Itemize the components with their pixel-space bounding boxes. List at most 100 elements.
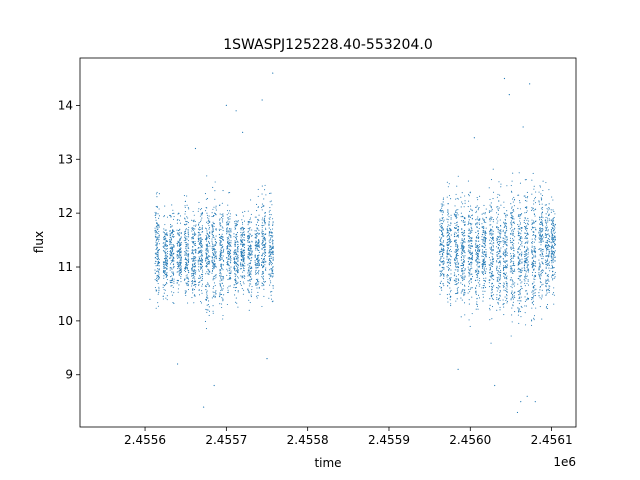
- data-point: [247, 228, 249, 230]
- data-point: [476, 237, 478, 239]
- data-point: [439, 263, 441, 265]
- data-point: [539, 254, 541, 256]
- data-point: [443, 285, 445, 287]
- data-point: [468, 288, 470, 291]
- data-point: [478, 207, 480, 209]
- data-point: [261, 232, 263, 235]
- data-point: [254, 273, 256, 275]
- data-point: [519, 288, 522, 291]
- data-point: [227, 291, 229, 294]
- data-point: [172, 244, 174, 246]
- data-point: [479, 280, 481, 282]
- data-point: [265, 227, 267, 229]
- data-point: [236, 269, 238, 271]
- data-point: [455, 214, 457, 216]
- data-point: [469, 274, 471, 276]
- data-point: [221, 238, 224, 241]
- data-point: [512, 233, 514, 235]
- data-point: [469, 240, 472, 242]
- data-point: [228, 222, 230, 224]
- data-point: [519, 294, 521, 296]
- data-point: [492, 261, 494, 263]
- data-point: [468, 271, 470, 274]
- data-point: [504, 222, 506, 224]
- data-point: [257, 273, 259, 275]
- data-point: [512, 257, 514, 259]
- data-point: [178, 268, 180, 270]
- data-point: [506, 241, 508, 243]
- data-point: [534, 247, 536, 250]
- data-point: [257, 249, 259, 251]
- data-point: [524, 195, 526, 197]
- data-point: [192, 265, 194, 267]
- data-point: [269, 216, 271, 218]
- data-point: [156, 242, 158, 244]
- data-point: [456, 288, 458, 290]
- data-point: [256, 244, 258, 246]
- data-point: [261, 235, 263, 237]
- data-point: [534, 278, 536, 280]
- data-point: [155, 225, 157, 228]
- data-point: [179, 239, 181, 241]
- data-point: [512, 298, 514, 300]
- data-point: [269, 218, 271, 220]
- data-point: [542, 225, 544, 227]
- data-point: [228, 270, 230, 272]
- data-point: [505, 236, 507, 238]
- data-point: [518, 261, 520, 264]
- data-point: [249, 279, 251, 281]
- data-point: [201, 211, 203, 214]
- data-point: [222, 279, 224, 281]
- data-point: [184, 231, 186, 233]
- data-point: [448, 264, 450, 266]
- data-point: [226, 210, 229, 212]
- data-point: [257, 261, 259, 263]
- data-point: [209, 261, 211, 263]
- data-point: [271, 262, 273, 264]
- data-point: [163, 265, 165, 267]
- data-point: [248, 236, 250, 238]
- data-point: [257, 232, 259, 234]
- data-point: [506, 238, 508, 240]
- data-point: [481, 255, 483, 257]
- data-point: [440, 257, 442, 260]
- data-point: [270, 232, 272, 234]
- data-point: [439, 282, 441, 284]
- data-point: [205, 210, 207, 212]
- data-point: [521, 267, 523, 269]
- data-point: [215, 290, 217, 292]
- data-point: [218, 229, 221, 232]
- data-point: [270, 298, 273, 300]
- data-point: [193, 273, 195, 275]
- data-point: [545, 244, 547, 246]
- data-point: [491, 250, 493, 252]
- data-point: [448, 282, 450, 284]
- data-point: [498, 253, 500, 255]
- data-point: [184, 235, 186, 237]
- data-point: [449, 242, 451, 244]
- data-point: [258, 214, 260, 216]
- data-point: [463, 235, 465, 237]
- data-point: [206, 290, 208, 292]
- data-point: [496, 265, 498, 267]
- data-point: [489, 279, 491, 281]
- data-point: [242, 226, 244, 228]
- data-point: [236, 223, 238, 226]
- data-point: [462, 245, 464, 247]
- data-point: [198, 243, 200, 245]
- data-point: [454, 245, 457, 247]
- data-point: [200, 267, 202, 269]
- data-point: [456, 298, 458, 300]
- data-point: [230, 242, 232, 244]
- data-point: [510, 203, 512, 205]
- data-point: [187, 282, 189, 284]
- data-point: [234, 251, 236, 253]
- data-point: [554, 276, 556, 278]
- data-point: [542, 240, 544, 242]
- data-point: [173, 245, 175, 247]
- data-point: [191, 241, 193, 243]
- data-point: [213, 259, 216, 261]
- data-point: [236, 276, 239, 278]
- data-point: [548, 235, 550, 237]
- data-point: [497, 228, 499, 230]
